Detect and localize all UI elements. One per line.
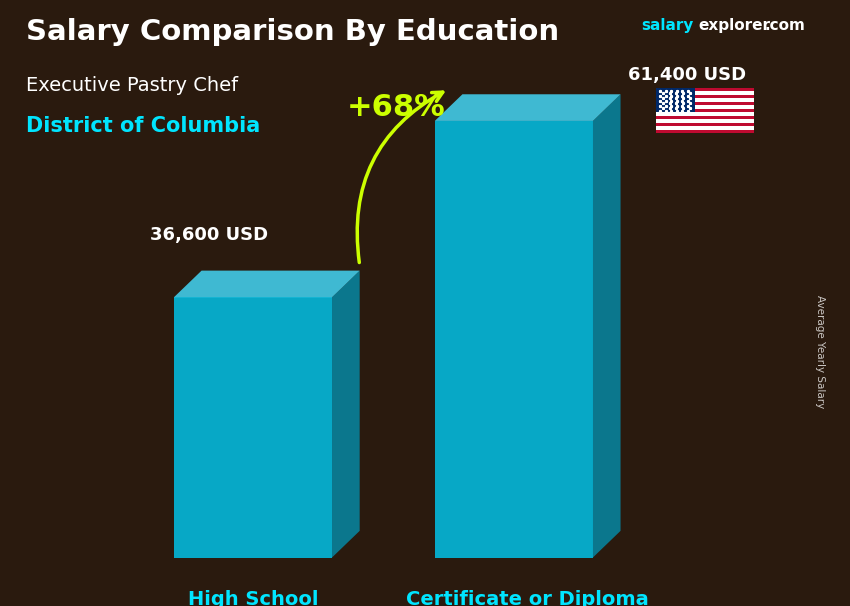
Bar <box>656 112 754 116</box>
Text: 36,600 USD: 36,600 USD <box>150 226 269 244</box>
Bar <box>656 98 754 102</box>
Polygon shape <box>592 95 620 558</box>
Polygon shape <box>434 95 620 121</box>
Polygon shape <box>332 271 360 558</box>
Bar <box>656 119 754 123</box>
Text: High School: High School <box>188 590 318 606</box>
Bar <box>656 88 695 112</box>
Text: explorer: explorer <box>699 18 771 33</box>
Polygon shape <box>434 121 592 558</box>
Polygon shape <box>174 271 360 298</box>
Polygon shape <box>174 298 332 558</box>
Bar <box>656 102 754 105</box>
Bar <box>656 126 754 130</box>
Bar <box>656 130 754 133</box>
Bar <box>656 105 754 109</box>
Text: Average Yearly Salary: Average Yearly Salary <box>815 295 825 408</box>
Text: 61,400 USD: 61,400 USD <box>628 65 746 84</box>
Text: Salary Comparison By Education: Salary Comparison By Education <box>26 18 558 46</box>
Text: salary: salary <box>642 18 694 33</box>
Bar <box>656 123 754 126</box>
Bar <box>656 88 754 92</box>
Text: Executive Pastry Chef: Executive Pastry Chef <box>26 76 238 95</box>
Text: +68%: +68% <box>347 93 445 122</box>
Bar <box>656 95 754 98</box>
Bar <box>656 109 754 112</box>
Text: District of Columbia: District of Columbia <box>26 116 260 136</box>
Text: Certificate or Diploma: Certificate or Diploma <box>406 590 649 606</box>
Bar <box>656 92 754 95</box>
Text: .com: .com <box>765 18 806 33</box>
Bar <box>656 116 754 119</box>
